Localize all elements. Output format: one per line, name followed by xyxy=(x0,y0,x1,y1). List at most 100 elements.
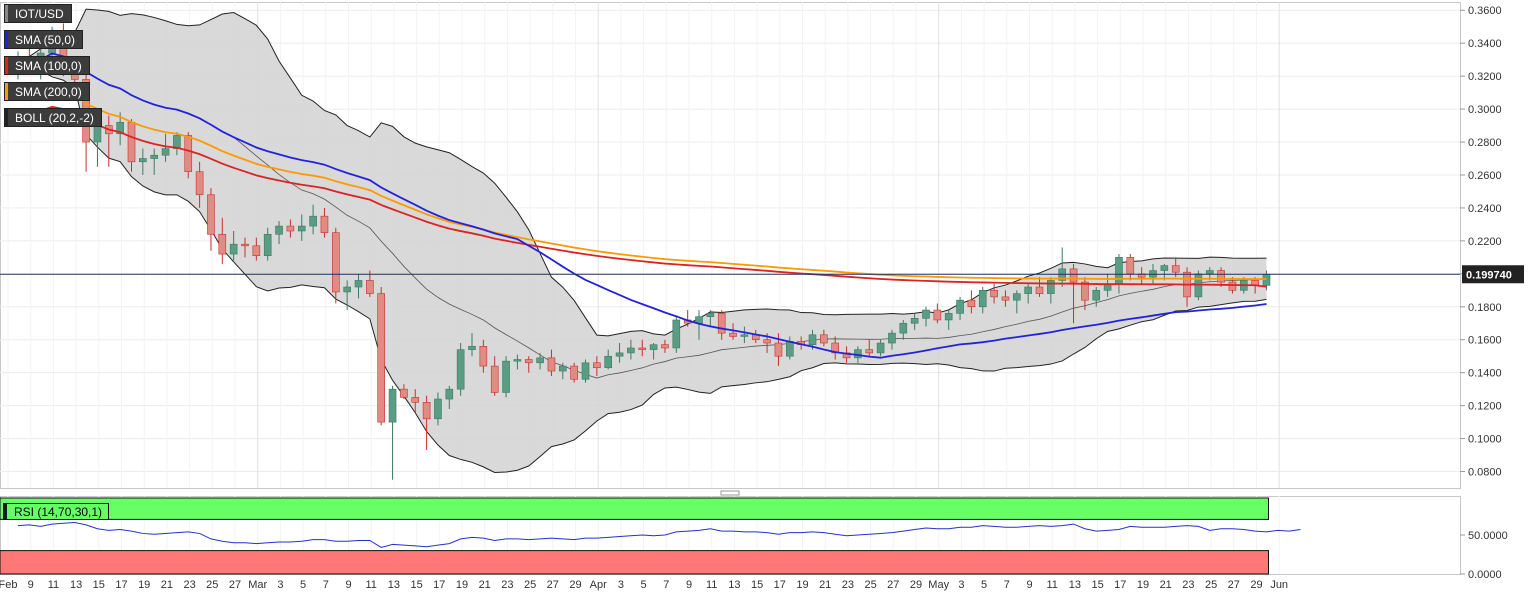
legend-swatch xyxy=(5,31,8,48)
x-tick-label: 11 xyxy=(1046,579,1057,591)
candle-body xyxy=(888,332,896,344)
legend-label: SMA (200,0) xyxy=(15,85,82,99)
candle-body xyxy=(990,290,998,298)
candle-body xyxy=(331,232,340,293)
legend-swatch xyxy=(5,109,8,126)
candle-body xyxy=(1047,280,1055,294)
x-tick-label: 19 xyxy=(796,579,808,591)
x-tick-label: 27 xyxy=(1228,579,1240,591)
candle-body xyxy=(275,225,283,235)
sma-50-line xyxy=(17,52,1267,359)
x-tick-label: 17 xyxy=(1114,579,1126,591)
candle-body xyxy=(593,362,601,369)
candle-body xyxy=(615,352,624,357)
candle-body xyxy=(161,148,170,156)
legend-label: BOLL (20,2,-2) xyxy=(15,111,94,125)
candle-body xyxy=(1081,281,1089,301)
candle-body xyxy=(604,355,613,369)
x-tick-label: 7 xyxy=(323,579,329,591)
x-tick-label: 15 xyxy=(93,579,105,591)
x-tick-label: 9 xyxy=(1026,579,1032,591)
x-tick-label: 13 xyxy=(70,579,82,591)
legend: IOT/USD SMA (50,0) SMA (100,0) SMA (200,0) B… xyxy=(4,4,102,134)
candle-body xyxy=(422,402,431,420)
candle-body xyxy=(1092,290,1101,301)
candle-body xyxy=(286,225,295,232)
x-tick-label: 11 xyxy=(706,579,717,591)
x-tick-label: Apr xyxy=(590,579,607,591)
legend-label: SMA (50,0) xyxy=(15,33,76,47)
x-tick-label: 17 xyxy=(774,579,786,591)
candle-body xyxy=(785,341,794,357)
candle-body xyxy=(570,365,578,380)
candle-body xyxy=(411,397,420,403)
candle-body xyxy=(661,344,669,349)
candle-body xyxy=(558,365,567,372)
candle-body xyxy=(184,135,193,172)
x-tick-label: 11 xyxy=(365,579,376,591)
candle-body xyxy=(922,309,930,319)
candle-body xyxy=(1126,257,1135,275)
x-tick-label: 13 xyxy=(1069,579,1081,591)
x-tick-label: 27 xyxy=(547,579,559,591)
x-tick-label: 7 xyxy=(1004,579,1010,591)
panel-splitter xyxy=(720,490,740,496)
legend-label: SMA (100,0) xyxy=(15,59,82,73)
candle-body xyxy=(479,346,488,367)
candle-body xyxy=(400,388,408,398)
candle-body xyxy=(207,194,215,235)
x-tick-label: Mar xyxy=(248,579,267,591)
bollinger-upper xyxy=(17,8,1267,337)
x-tick-label: 15 xyxy=(1091,579,1103,591)
rsi-tick-label: 50.0000 xyxy=(1468,530,1508,542)
candle-body xyxy=(820,334,828,344)
x-tick-label: 19 xyxy=(456,579,468,591)
candle-body xyxy=(320,215,329,233)
candle-body xyxy=(627,347,635,354)
x-tick-label: 5 xyxy=(300,579,306,591)
legend-label: IOT/USD xyxy=(15,7,64,21)
candle-body xyxy=(456,349,465,390)
x-tick-label: May xyxy=(928,579,949,591)
rsi-panel xyxy=(0,497,1301,575)
rsi-overbought-zone xyxy=(0,497,1269,520)
x-tick-label: 5 xyxy=(981,579,987,591)
y-tick-label: 0.3600 xyxy=(1468,5,1502,17)
y-tick-label: 0.2600 xyxy=(1468,170,1502,182)
candle-body xyxy=(468,346,476,350)
x-tick-label: 9 xyxy=(28,579,34,591)
last-price-label: 0.199740 xyxy=(1466,269,1512,281)
candle-body xyxy=(1024,286,1032,294)
candle-body xyxy=(502,360,510,393)
rsi-label-text: RSI (14,70,30,1) xyxy=(14,505,103,519)
x-tick-label: 9 xyxy=(345,579,351,591)
candle-body xyxy=(967,299,976,308)
candle-body xyxy=(547,357,556,372)
y-tick-label: 0.0800 xyxy=(1468,467,1502,479)
x-tick-label: 21 xyxy=(479,579,491,591)
x-tick-label: 27 xyxy=(887,579,899,591)
candle-body xyxy=(1171,265,1180,273)
candle-body xyxy=(139,158,147,163)
legend-item: SMA (50,0) xyxy=(4,30,84,49)
candle-body xyxy=(536,357,544,364)
candle-body xyxy=(899,322,908,334)
legend-item: IOT/USD xyxy=(4,4,72,23)
candle-body xyxy=(854,349,862,359)
y-tick-label: 0.1400 xyxy=(1468,368,1502,380)
legend-swatch xyxy=(5,57,8,74)
candle-body xyxy=(513,359,522,362)
y-tick-label: 0.3200 xyxy=(1468,71,1502,83)
candle-body xyxy=(229,243,238,255)
x-tick-label: 23 xyxy=(183,579,195,591)
candle-body xyxy=(1012,293,1021,301)
x-tick-label: 23 xyxy=(842,579,854,591)
candle-body xyxy=(343,286,351,293)
candle-body xyxy=(116,121,124,135)
x-tick-label: 17 xyxy=(115,579,127,591)
candle-body xyxy=(309,215,317,227)
x-tick-label: 23 xyxy=(501,579,513,591)
candle-body xyxy=(910,318,919,324)
x-tick-label: 13 xyxy=(728,579,740,591)
candle-body xyxy=(808,334,817,345)
